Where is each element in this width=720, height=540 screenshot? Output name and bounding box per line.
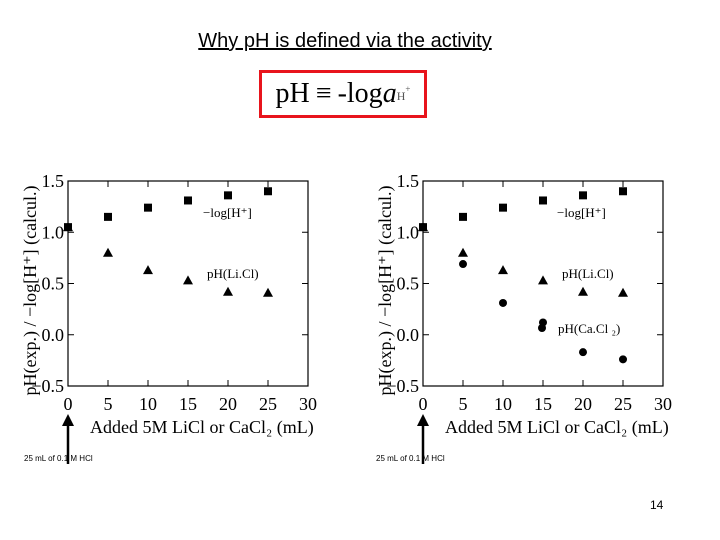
data-point-square (144, 203, 152, 212)
x-axis-label: Added 5M LiCl or CaCl₂ (mL) (445, 417, 669, 438)
x-tick-label: 15 (534, 394, 552, 414)
data-point-square (499, 203, 507, 212)
data-point-square (619, 187, 627, 196)
data-point-square (264, 187, 272, 196)
y-tick-label: 1.5 (397, 171, 420, 191)
ph-definition-formula: pH ≡ -log a H+ (259, 70, 427, 118)
x-tick-label: 25 (614, 394, 632, 414)
y-axis-label: pH(exp.) / −log[H⁺] (calcul.) (375, 185, 396, 395)
data-point-square (184, 196, 192, 205)
x-tick-label: 5 (459, 394, 468, 414)
formula-neglog: -log (337, 78, 383, 109)
data-point-triangle (618, 287, 628, 297)
data-point-triangle (143, 265, 153, 275)
data-point-triangle (183, 275, 193, 285)
data-point-square (459, 212, 467, 221)
data-point-circle (419, 223, 427, 232)
formula-subscript: H+ (397, 84, 411, 104)
left-scatter-chart: 1.5 1.0 0.5 0.0 −0.50 5 10 15 20 25 30 Added 5M LiC… (20, 171, 317, 464)
y-tick-label: 0.5 (42, 274, 65, 294)
x-tick-label: 10 (139, 394, 157, 414)
x-tick-label: 10 (494, 394, 512, 414)
data-point-square (104, 212, 112, 221)
x-tick-label: 0 (419, 394, 428, 414)
x-axis-label: Added 5M LiCl or CaCl₂ (mL) (90, 417, 314, 438)
y-tick-label: 1.0 (42, 222, 65, 242)
y-tick-label: 0.5 (397, 274, 420, 294)
data-point-triangle (103, 247, 113, 257)
legend-marker-circle (538, 324, 546, 332)
y-tick-label: 1.0 (397, 222, 420, 242)
data-point-triangle (578, 286, 588, 296)
formula-ph: pH (275, 78, 310, 109)
footnote-right: 25 mL of 0.1 M HCl (376, 454, 445, 463)
x-tick-label: 15 (179, 394, 197, 414)
data-point-circle (619, 355, 627, 364)
y-tick-label: 0.0 (42, 325, 65, 345)
data-point-square (539, 196, 547, 205)
formula-sub-h: H (396, 89, 406, 103)
data-point-triangle (63, 222, 73, 232)
data-point-triangle (223, 286, 233, 296)
formula-equiv: ≡ (315, 78, 332, 109)
y-tick-label: 0.0 (397, 325, 420, 345)
y-tick-label: −0.5 (31, 376, 64, 396)
data-point-square (579, 191, 587, 200)
x-tick-label: 0 (64, 394, 73, 414)
x-tick-label: 20 (574, 394, 592, 414)
series-label: pH(Li.Cl) (562, 266, 614, 281)
data-point-circle (499, 298, 507, 307)
x-tick-label: 25 (259, 394, 277, 414)
x-tick-label: 30 (654, 394, 672, 414)
x-tick-label: 5 (104, 394, 113, 414)
data-point-triangle (458, 247, 468, 257)
series-label: pH(Ca.Cl ₂) (558, 321, 620, 336)
data-point-circle (459, 260, 467, 269)
data-point-triangle (498, 265, 508, 275)
page-number: 14 (650, 498, 664, 512)
y-tick-label: 1.5 (42, 171, 65, 191)
footnote-left: 25 mL of 0.1 M HCl (24, 454, 93, 463)
x-tick-label: 30 (299, 394, 317, 414)
series-label: pH(Li.Cl) (207, 266, 259, 281)
origin-arrow-head (62, 414, 74, 426)
slide-title: Why pH is defined via the activity (198, 30, 492, 52)
data-point-triangle (538, 275, 548, 285)
data-point-triangle (263, 287, 273, 297)
y-axis-label: pH(exp.) / −log[H⁺] (calcul.) (20, 185, 41, 395)
formula-sup-plus: + (405, 84, 411, 94)
series-label: −log[H⁺] (557, 205, 606, 220)
series-label: −log[H⁺] (203, 205, 252, 220)
data-point-circle (579, 348, 587, 357)
data-point-square (224, 191, 232, 200)
formula-activity: a (382, 78, 397, 109)
origin-arrow-head (417, 414, 429, 426)
right-scatter-chart: 1.5 1.0 0.5 0.0 −0.50 5 10 15 20 25 30 Added 5M LiC… (375, 171, 672, 464)
y-tick-label: −0.5 (386, 376, 419, 396)
x-tick-label: 20 (219, 394, 237, 414)
